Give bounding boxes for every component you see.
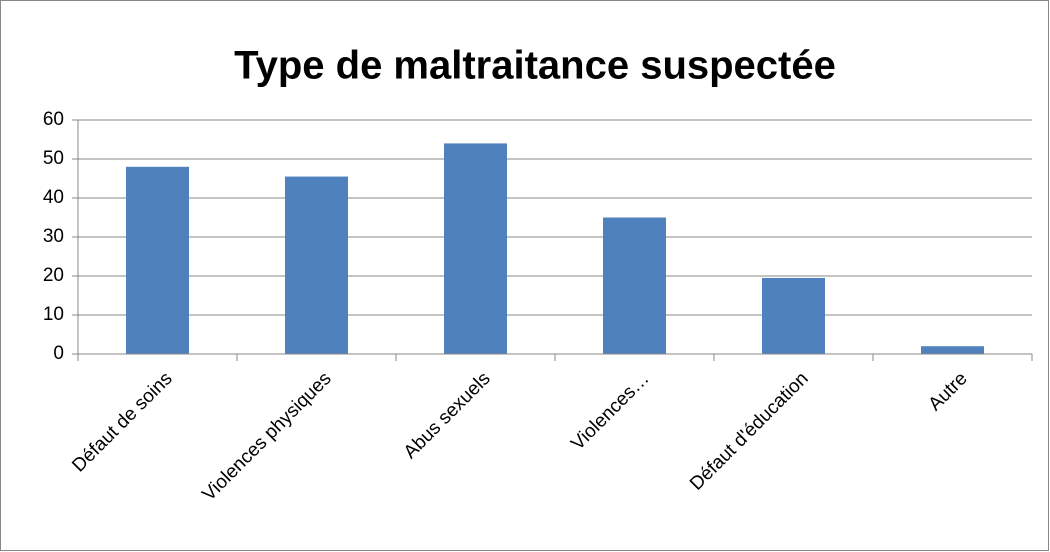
- y-tick-label: 20: [43, 265, 64, 286]
- bar: [762, 277, 825, 354]
- bar: [285, 176, 348, 354]
- bar: [444, 143, 507, 354]
- bar: [603, 217, 666, 354]
- bar: [921, 346, 984, 354]
- chart-title: Type de maltraitance suspectée: [234, 44, 836, 88]
- y-tick-label: 30: [43, 226, 64, 247]
- y-tick-label: 0: [53, 343, 64, 364]
- y-tick-label: 50: [43, 148, 64, 169]
- y-tick-label: 10: [43, 304, 64, 325]
- y-tick-label: 40: [43, 187, 64, 208]
- bar: [126, 166, 189, 354]
- y-tick-label: 60: [43, 109, 64, 130]
